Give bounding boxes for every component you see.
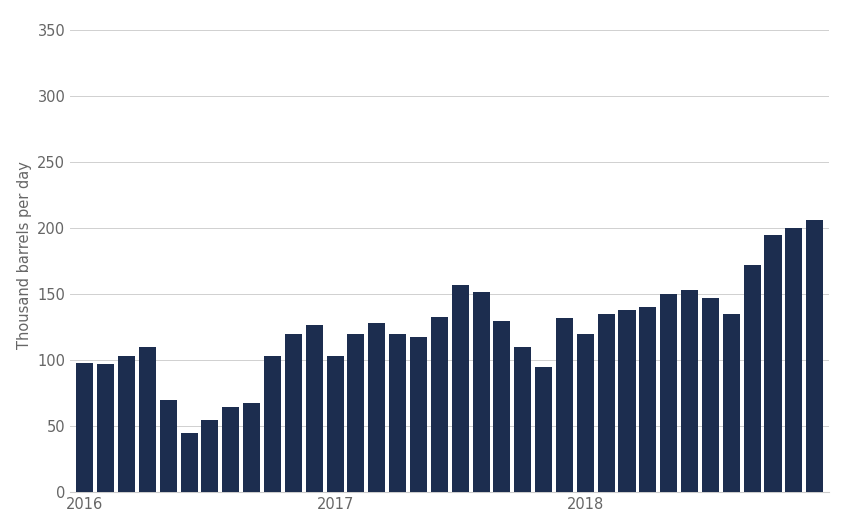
- Bar: [222, 407, 239, 492]
- Bar: [597, 314, 615, 492]
- Bar: [744, 265, 761, 492]
- Bar: [681, 290, 698, 492]
- Bar: [702, 298, 719, 492]
- Bar: [493, 321, 510, 492]
- Bar: [452, 285, 469, 492]
- Bar: [722, 314, 740, 492]
- Bar: [160, 400, 177, 492]
- Bar: [410, 336, 427, 492]
- Bar: [118, 357, 135, 492]
- Bar: [389, 334, 406, 492]
- Bar: [285, 334, 302, 492]
- Bar: [660, 294, 678, 492]
- Bar: [765, 235, 782, 492]
- Bar: [640, 307, 656, 492]
- Bar: [368, 323, 385, 492]
- Bar: [618, 310, 635, 492]
- Bar: [97, 364, 114, 492]
- Bar: [806, 220, 823, 492]
- Bar: [431, 317, 448, 492]
- Bar: [348, 334, 365, 492]
- Bar: [139, 347, 156, 492]
- Bar: [514, 347, 531, 492]
- Bar: [305, 325, 323, 492]
- Bar: [473, 291, 490, 492]
- Bar: [201, 420, 218, 492]
- Bar: [264, 357, 281, 492]
- Bar: [556, 318, 573, 492]
- Bar: [785, 228, 802, 492]
- Bar: [327, 357, 343, 492]
- Bar: [577, 334, 594, 492]
- Bar: [243, 403, 261, 492]
- Y-axis label: Thousand barrels per day: Thousand barrels per day: [17, 161, 31, 349]
- Bar: [535, 367, 552, 492]
- Bar: [76, 363, 93, 492]
- Bar: [180, 433, 198, 492]
